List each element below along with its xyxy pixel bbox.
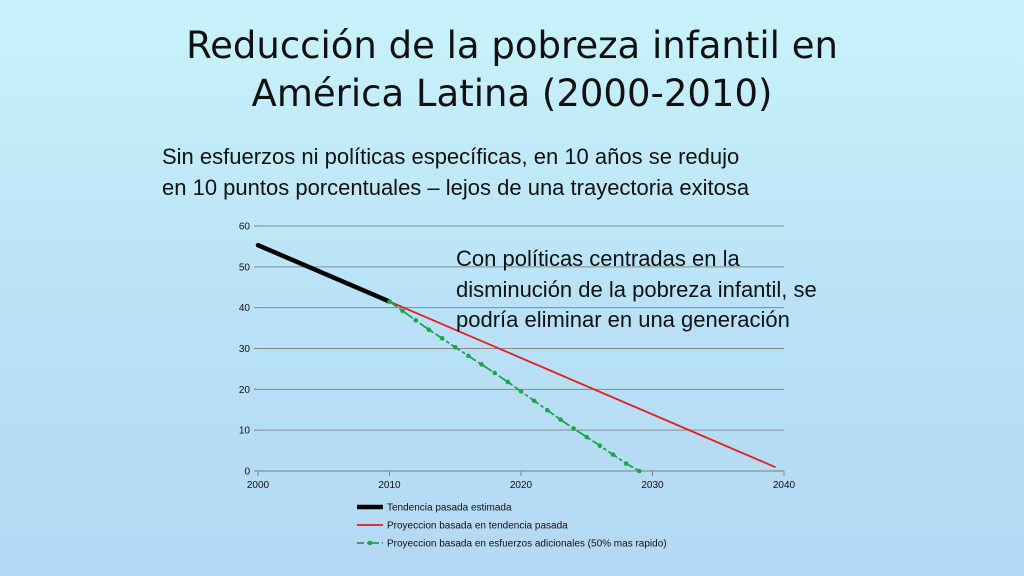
series-line-2: [388, 300, 776, 468]
y-tick-label-10: 10: [239, 426, 251, 437]
series-3-point-19: [637, 468, 642, 474]
series-3-point-13: [558, 417, 563, 422]
series-3-point-1: [400, 308, 405, 314]
x-tick-label-2010: 2010: [378, 480, 401, 491]
series-3-point-4: [439, 335, 445, 341]
series-3-point-5: [452, 344, 458, 350]
y-tick-label-40: 40: [239, 303, 251, 314]
series-3-point-14: [571, 426, 576, 431]
series-3-point-8: [492, 370, 498, 376]
series-3-point-11: [531, 398, 537, 404]
x-tick-label-2040: 2040: [773, 480, 796, 491]
annotation-line-3: podría eliminar en una generación: [456, 307, 790, 332]
subtitle-line-1: Sin esfuerzos ni políticas específicas, …: [162, 144, 740, 169]
chart-annotation: Con políticas centradas en la disminució…: [456, 244, 896, 336]
slide-subtitle: Sin esfuerzos ni políticas específicas, …: [162, 141, 882, 203]
series-line-1: [255, 242, 392, 304]
subtitle-line-2: en 10 puntos porcentuales – lejos de una…: [162, 175, 750, 200]
series-3-point-6: [466, 353, 471, 359]
slide-title: Reducción de la pobreza infantil en Amér…: [0, 22, 1024, 118]
series-line-3: [388, 300, 641, 472]
chart-series: [255, 242, 776, 474]
series-3-point-10: [518, 389, 524, 394]
y-tick-label-30: 30: [239, 344, 251, 355]
annotation-line-1: Con políticas centradas en la: [456, 246, 740, 271]
series-3-point-9: [505, 379, 511, 385]
series-3-point-0: [387, 299, 392, 304]
chart-legend: Tendencia pasada estimada Proyeccion basa…: [357, 503, 667, 550]
series-3-point-17: [610, 452, 616, 457]
y-tick-label-0: 0: [244, 467, 250, 478]
y-tick-label-50: 50: [239, 262, 251, 273]
y-tick-label-60: 60: [239, 222, 251, 233]
x-tick-label-2030: 2030: [641, 480, 664, 491]
series-3-point-18: [623, 461, 629, 466]
legend-marker-3: [367, 540, 373, 546]
legend-label-1: Tendencia pasada estimada: [387, 503, 512, 514]
annotation-line-2: disminución de la pobreza infantil, se: [456, 276, 817, 302]
x-tick-label-2020: 2020: [510, 480, 533, 491]
title-line-2: América Latina (2000-2010): [251, 72, 773, 115]
x-tick-label-2000: 2000: [247, 480, 270, 491]
series-3-point-3: [426, 327, 432, 333]
series-3-point-16: [597, 443, 603, 448]
title-line-1: Reducción de la pobreza infantil en: [186, 24, 838, 67]
series-3-point-12: [545, 407, 550, 413]
legend-label-2: Proyeccion basada en tendencia pasada: [387, 521, 568, 532]
series-3-point-15: [584, 434, 590, 440]
series-3-point-2: [413, 318, 419, 323]
series-3-point-7: [479, 362, 484, 367]
legend-label-3: Proyeccion basada en esfuerzos adicional…: [387, 539, 667, 550]
y-tick-label-20: 20: [239, 385, 251, 396]
